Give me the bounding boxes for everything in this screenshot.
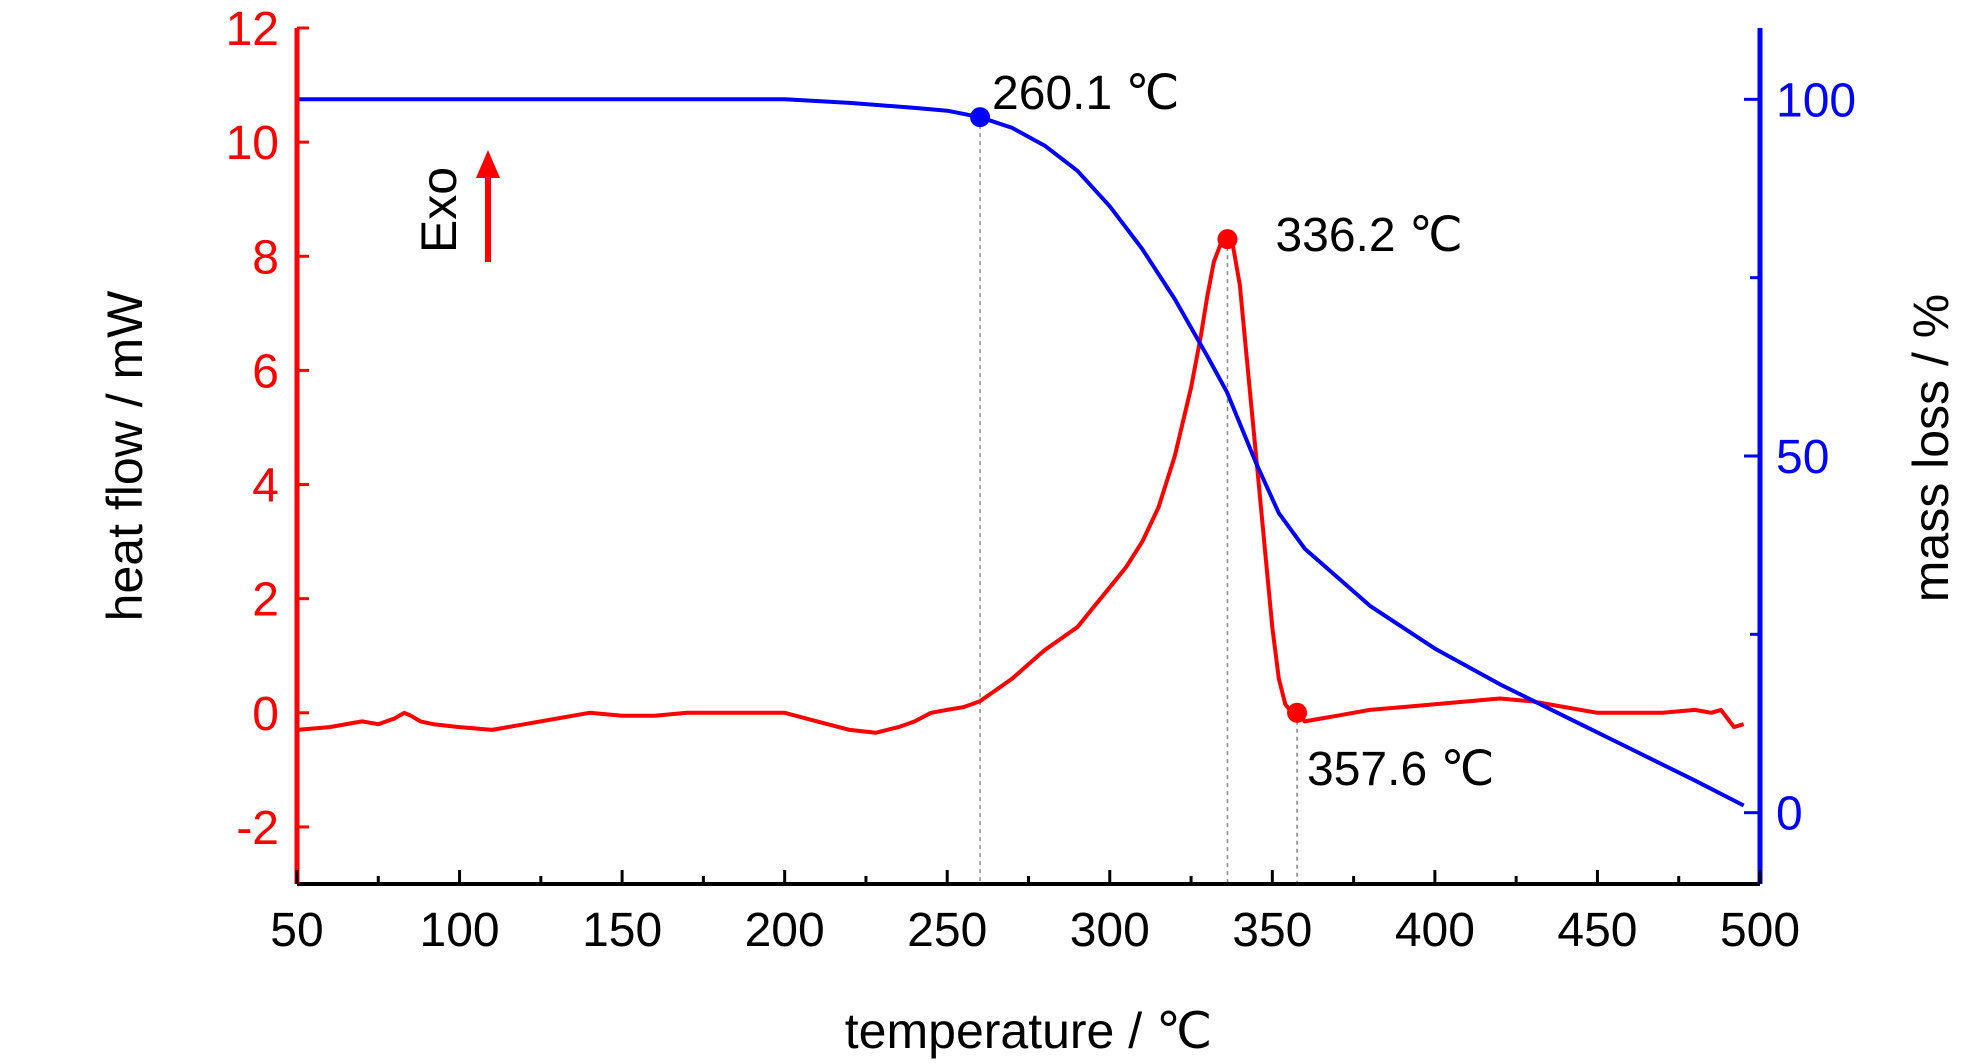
y-left-tick-label-0: -2 <box>236 802 279 855</box>
y-left-tick-label-2: 2 <box>252 574 279 627</box>
annotation-label-1: 336.2 ℃ <box>1275 209 1462 262</box>
y-left-tick-label-6: 10 <box>226 117 279 170</box>
y-right-tick-label-0: 0 <box>1776 788 1803 841</box>
x-tick-label-5: 300 <box>1070 904 1150 957</box>
x-tick-label-8: 450 <box>1557 904 1637 957</box>
y-right-axis-title: mass loss / % <box>1903 294 1959 602</box>
y-left-tick-label-7: 12 <box>226 3 279 56</box>
x-tick-label-3: 200 <box>745 904 825 957</box>
x-tick-label-6: 350 <box>1232 904 1312 957</box>
x-tick-label-4: 250 <box>907 904 987 957</box>
mass-loss-line <box>297 97 1745 808</box>
x-tick-label-7: 400 <box>1395 904 1475 957</box>
annotation-point-1 <box>1217 229 1238 250</box>
x-tick-label-2: 150 <box>582 904 662 957</box>
annotation-point-2 <box>1287 702 1308 723</box>
y-left-tick-label-1: 0 <box>252 688 279 741</box>
annotation-label-0: 260.1 ℃ <box>992 67 1179 120</box>
markers-group <box>970 107 1308 723</box>
x-tick-label-1: 100 <box>420 904 500 957</box>
y-right-tick-label-2: 100 <box>1776 74 1856 127</box>
y-left-tick-label-4: 6 <box>252 345 279 398</box>
y-left-tick-label-3: 4 <box>252 460 279 513</box>
x-axis-title: temperature / ℃ <box>845 1003 1212 1059</box>
y-left-tick-label-5: 8 <box>252 231 279 284</box>
annotation-point-0 <box>970 107 991 128</box>
exo-label: Exo <box>411 167 467 253</box>
y-right-tick-label-1: 50 <box>1776 431 1829 484</box>
axes-group <box>294 26 1763 886</box>
y-left-axis-title: heat flow / mW <box>97 290 153 621</box>
reference-lines <box>979 117 1298 884</box>
x-tick-label-9: 500 <box>1720 904 1800 957</box>
annotation-label-2: 357.6 ℃ <box>1307 743 1494 796</box>
x-tick-label-0: 50 <box>270 904 323 957</box>
series-group <box>296 97 1745 808</box>
heat-flow-line <box>296 237 1745 735</box>
exo-arrow-icon <box>476 150 500 178</box>
